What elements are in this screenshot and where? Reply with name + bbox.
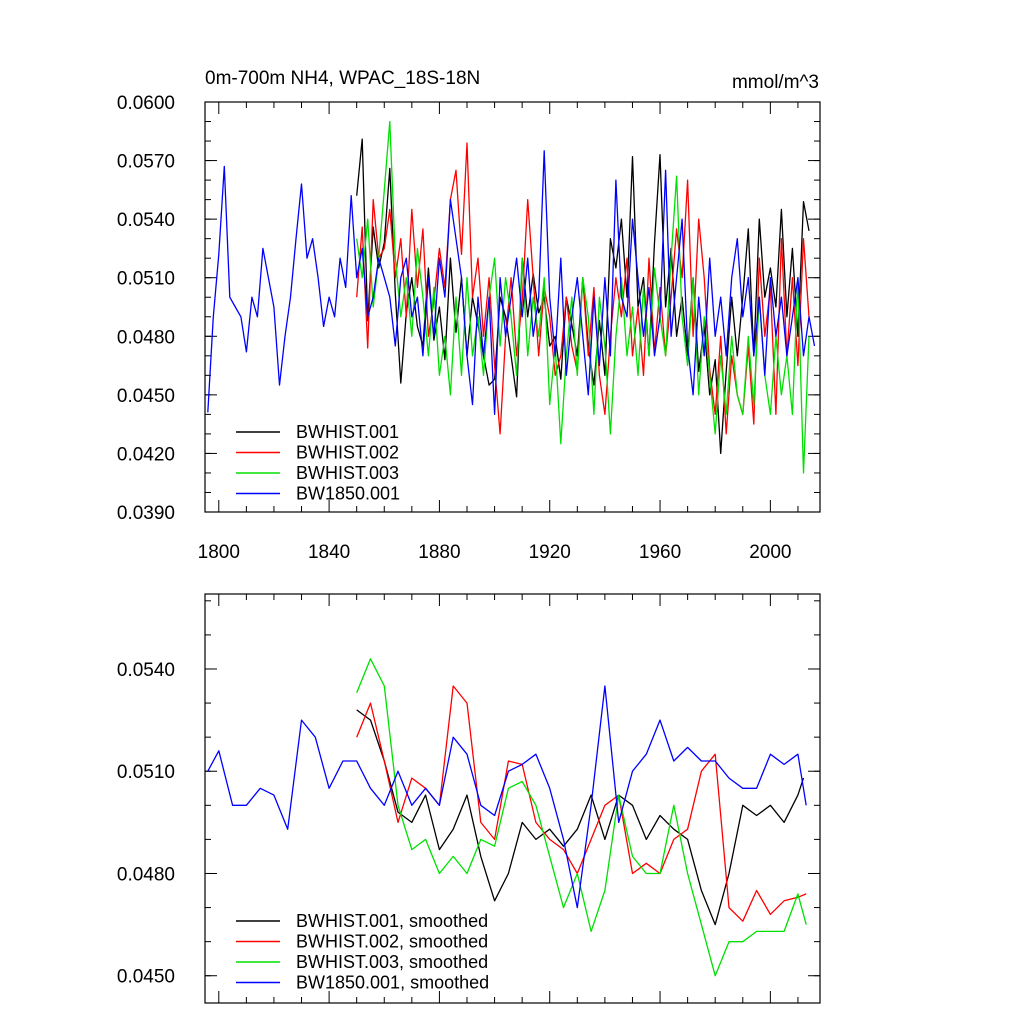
y-tick-label: 0.0510 (117, 269, 175, 290)
plot-frame (204, 101, 821, 513)
y-tick-label: 0.0390 (117, 503, 175, 524)
legend-label: BW1850.001, smoothed (296, 973, 489, 993)
y-tick-label: 0.0420 (117, 444, 175, 465)
series-line-1 (356, 709, 805, 926)
x-tick-label: 1880 (418, 542, 460, 563)
plot-frame (204, 593, 821, 1004)
legend-label: BWHIST.002, smoothed (296, 932, 488, 952)
series-line-4 (207, 150, 816, 416)
legend-label: BWHIST.003, smoothed (296, 952, 488, 972)
y-tick-label: 0.0450 (117, 967, 175, 988)
x-tick-label: 2000 (749, 542, 791, 563)
y-tick-label: 0.0450 (117, 386, 175, 407)
y-tick-label: 0.0570 (117, 152, 175, 173)
y-tick-label: 0.0600 (117, 93, 175, 114)
bottom-panel: 0.0450 0.0480 0.0510 0.0540 BWHIST.001, smoo… (117, 593, 821, 1004)
series-line-2 (356, 685, 807, 922)
series-line-3 (356, 658, 807, 977)
x-tick-label: 1960 (639, 542, 681, 563)
y-tick-label: 0.0510 (117, 762, 175, 783)
y-tick-label: 0.0480 (117, 327, 175, 348)
units-label: mmol/m^3 (732, 72, 819, 93)
y-tick-label: 0.0480 (117, 864, 175, 885)
x-tick-label: 1800 (198, 542, 240, 563)
legend-label: BWHIST.002 (296, 443, 399, 463)
top-panel: 0m-700m NH4, WPAC_18S-18N mmol/m^3 0.039… (117, 68, 821, 563)
series-line-4 (207, 685, 807, 909)
y-tick-label: 0.0540 (117, 660, 175, 681)
legend-label: BWHIST.001 (296, 422, 399, 442)
top-panel-title: 0m-700m NH4, WPAC_18S-18N (205, 68, 480, 89)
x-tick-label: 1840 (308, 542, 350, 563)
y-tick-label: 0.0540 (117, 210, 175, 231)
x-tick-label: 1920 (529, 542, 571, 563)
legend-label: BWHIST.001, smoothed (296, 911, 488, 931)
legend-label: BWHIST.003 (296, 463, 399, 483)
legend-label: BW1850.001 (296, 484, 400, 504)
